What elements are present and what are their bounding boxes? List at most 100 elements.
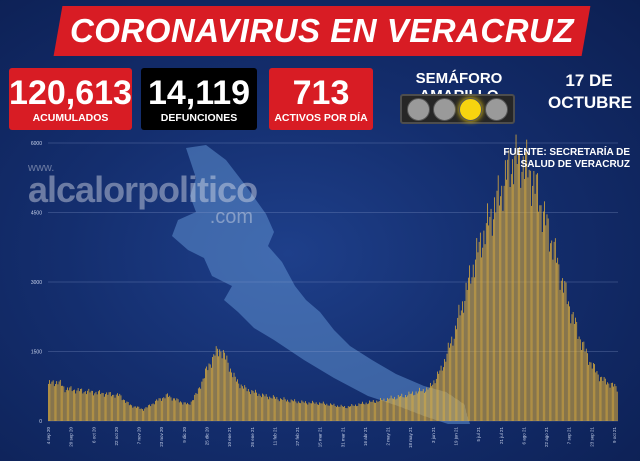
bar xyxy=(597,374,599,421)
bar xyxy=(488,225,490,421)
bar xyxy=(338,406,340,421)
bar xyxy=(339,406,341,421)
bar xyxy=(564,281,566,421)
bar xyxy=(184,402,186,421)
traffic-light-lamp-yellow xyxy=(458,97,482,121)
bar xyxy=(345,407,347,421)
bar xyxy=(259,395,261,421)
bar xyxy=(450,343,451,421)
bar xyxy=(359,404,361,421)
bar xyxy=(388,399,390,421)
bar xyxy=(337,405,338,421)
bar xyxy=(331,404,332,421)
bar xyxy=(113,394,115,421)
bar xyxy=(140,408,142,421)
bar xyxy=(472,264,474,421)
bar xyxy=(529,170,531,421)
bar xyxy=(225,359,227,421)
bar xyxy=(603,377,605,421)
bar xyxy=(143,410,144,421)
bar xyxy=(515,134,517,421)
bar xyxy=(396,398,398,421)
x-tick-label: 4 sep 20 xyxy=(46,427,51,445)
bar xyxy=(370,401,372,421)
bar xyxy=(314,403,316,421)
bar xyxy=(233,372,235,421)
bar xyxy=(412,391,413,421)
bar xyxy=(81,388,83,421)
bar xyxy=(594,364,595,421)
bar xyxy=(547,218,549,421)
bar xyxy=(428,387,430,421)
bar xyxy=(512,159,513,421)
bar xyxy=(402,397,404,421)
bar xyxy=(532,185,534,421)
bar xyxy=(328,405,330,421)
bar xyxy=(258,393,260,421)
bar xyxy=(305,401,306,421)
bar xyxy=(535,174,537,421)
bar xyxy=(97,391,99,421)
bar xyxy=(595,372,597,421)
bar xyxy=(501,185,503,421)
bar xyxy=(48,383,49,421)
bar xyxy=(127,402,129,421)
bar xyxy=(346,408,348,421)
bar xyxy=(369,400,371,421)
bar xyxy=(264,396,266,421)
bar xyxy=(538,211,540,421)
bar xyxy=(598,381,600,421)
traffic-light-lamp-2 xyxy=(433,97,457,121)
bar xyxy=(559,289,561,421)
bar xyxy=(457,317,459,421)
bar xyxy=(59,379,61,421)
bar xyxy=(228,371,230,421)
bar xyxy=(227,362,229,421)
bar xyxy=(596,371,598,421)
bar xyxy=(175,400,177,421)
x-tick-label: 25 dic 20 xyxy=(204,427,209,446)
bar xyxy=(170,397,172,421)
bar xyxy=(443,367,444,421)
bar xyxy=(593,363,594,421)
bar xyxy=(256,392,257,421)
bar xyxy=(283,397,285,421)
bar xyxy=(324,403,325,421)
bar xyxy=(265,394,267,421)
bar xyxy=(508,149,510,421)
bar xyxy=(554,238,556,421)
bar xyxy=(49,380,50,421)
bar xyxy=(550,243,551,421)
bar xyxy=(576,321,578,421)
bar xyxy=(418,391,419,421)
bar xyxy=(506,179,507,421)
x-tick-label: 6 oct 20 xyxy=(91,427,96,444)
bar xyxy=(251,390,253,421)
stat-defunciones-label: DEFUNCIONES xyxy=(160,112,238,124)
bar xyxy=(503,185,505,421)
bar xyxy=(115,394,117,421)
bar xyxy=(454,325,456,421)
x-tick-label: 26 ene 21 xyxy=(250,427,255,448)
bar xyxy=(321,403,323,421)
bar xyxy=(464,300,466,421)
report-date-day: 17 DE xyxy=(565,71,613,90)
bar xyxy=(52,380,54,421)
bar xyxy=(322,401,324,421)
bar xyxy=(77,388,79,421)
bar xyxy=(500,196,501,421)
bar xyxy=(145,407,147,421)
x-tick-label: 20 sep 20 xyxy=(69,427,74,447)
bar xyxy=(101,392,103,421)
bar xyxy=(444,359,445,421)
bar xyxy=(479,232,481,421)
bar xyxy=(125,402,127,421)
bar xyxy=(589,361,591,421)
x-tick-label: 19 jun 21 xyxy=(454,427,459,446)
bar xyxy=(569,306,570,421)
bar xyxy=(312,400,313,421)
watermark-www: www. xyxy=(28,162,55,174)
bar xyxy=(250,394,252,421)
stat-activos-value: 713 xyxy=(292,74,350,112)
